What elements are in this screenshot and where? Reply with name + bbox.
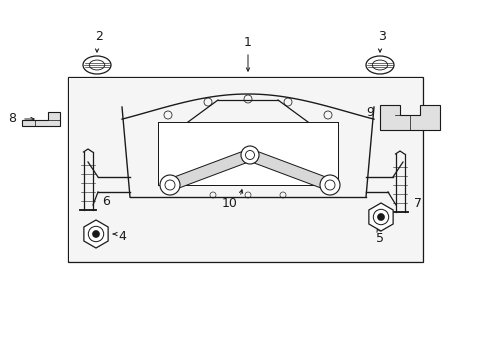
Text: 1: 1 (244, 36, 251, 49)
Text: 7: 7 (413, 198, 421, 211)
Polygon shape (167, 149, 252, 190)
Polygon shape (22, 112, 60, 126)
Bar (158, 122, 337, 185)
Text: 9: 9 (366, 107, 373, 120)
Circle shape (377, 213, 384, 220)
Text: 5: 5 (375, 233, 383, 246)
Text: 4: 4 (118, 230, 125, 243)
Text: 8: 8 (8, 112, 16, 126)
Text: 2: 2 (95, 31, 103, 44)
Polygon shape (247, 149, 331, 190)
Circle shape (160, 175, 180, 195)
Text: 3: 3 (377, 31, 385, 44)
Text: 6: 6 (102, 195, 110, 208)
Bar (68, 77, 422, 262)
Polygon shape (84, 220, 108, 248)
Text: 10: 10 (222, 198, 238, 211)
Ellipse shape (83, 56, 111, 74)
Polygon shape (379, 105, 439, 130)
Polygon shape (368, 203, 392, 231)
Ellipse shape (365, 56, 393, 74)
Bar (69, 78, 421, 261)
Circle shape (92, 230, 99, 238)
Circle shape (241, 146, 259, 164)
Circle shape (319, 175, 339, 195)
